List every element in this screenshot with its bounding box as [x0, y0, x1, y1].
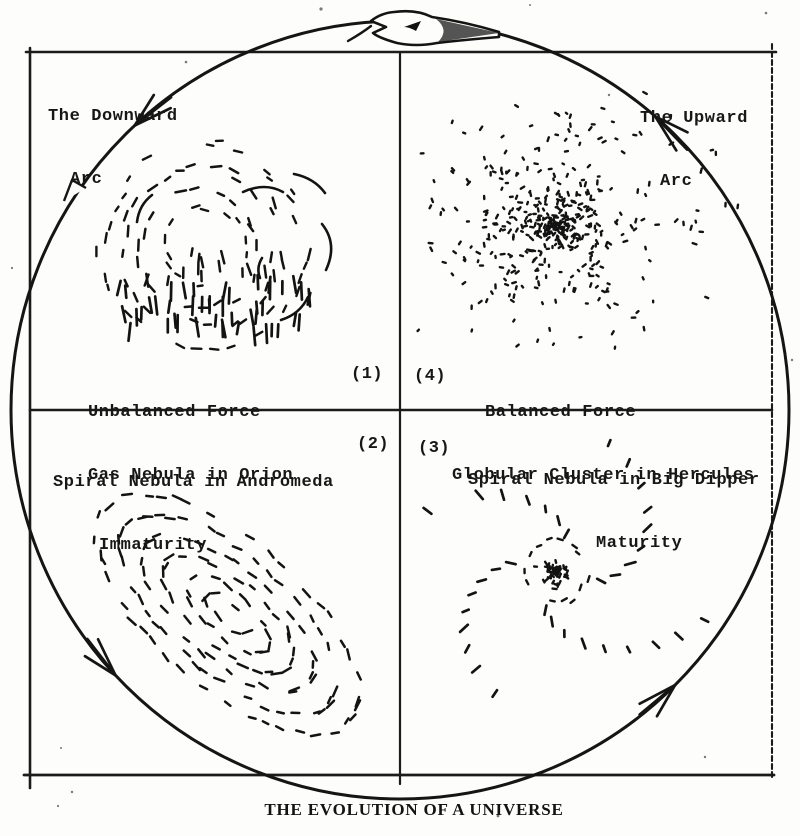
- diagram-title: THE EVOLUTION OF A UNIVERSE: [264, 800, 564, 819]
- figure-globular-cluster-hercules: [416, 90, 740, 350]
- quadrant-number-1: (1): [351, 365, 384, 384]
- figure-gas-nebula-orion: [95, 139, 333, 351]
- caption-4-line2: Globular Cluster in Hercules: [452, 466, 755, 485]
- caption-spiral-nebula-andromeda: Spiral Nebula in Andromeda Immaturity: [53, 430, 334, 598]
- downward-arc-label: The Downward Arc: [48, 64, 178, 232]
- ouroboros-head-icon: [346, 9, 501, 47]
- upward-arc-line2: Arc: [660, 172, 693, 191]
- caption-2-line2: Immaturity: [99, 536, 208, 555]
- caption-3-line1: Spiral Nebula in Big Dipper: [468, 471, 760, 490]
- figure-spiral-nebula-big-dipper: [422, 438, 710, 699]
- caption-1-line1: Unbalanced Force: [88, 403, 261, 422]
- caption-globular-cluster-hercules: Balanced Force Globular Cluster in Hercu…: [452, 360, 754, 528]
- downward-arc-line1: The Downward: [48, 107, 178, 126]
- caption-gas-nebula-orion: Unbalanced Force Gas Nebula in Orion: [88, 360, 293, 528]
- swallowed-tail-curl: [346, 24, 373, 43]
- neck-shading: [436, 19, 499, 42]
- circle-flourish: [62, 178, 87, 202]
- paper-specks: [10, 4, 794, 818]
- quadrant-number-2: (2): [357, 435, 390, 454]
- quadrant-number-3: (3): [418, 439, 451, 458]
- head-outline: [369, 9, 501, 47]
- figure-spiral-nebula-andromeda: [92, 492, 362, 738]
- caption-2-line1: Spiral Nebula in Andromeda: [53, 473, 334, 492]
- cycle-direction-arrows: [83, 93, 689, 718]
- quadrant-number-4: (4): [414, 367, 447, 386]
- downward-arc-line2: Arc: [70, 170, 103, 189]
- caption-spiral-nebula-big-dipper: Spiral Nebula in Big Dipper Maturity: [468, 428, 760, 596]
- caption-1-line2: Gas Nebula in Orion: [88, 466, 294, 485]
- upward-arc-line1: The Upward: [640, 109, 749, 128]
- caption-4-line1: Balanced Force: [485, 403, 637, 422]
- upward-arc-label: The Upward Arc: [640, 66, 748, 234]
- quadrant-dividers: [28, 51, 774, 786]
- caption-3-line2: Maturity: [596, 534, 683, 553]
- serpent-eye: [404, 21, 421, 31]
